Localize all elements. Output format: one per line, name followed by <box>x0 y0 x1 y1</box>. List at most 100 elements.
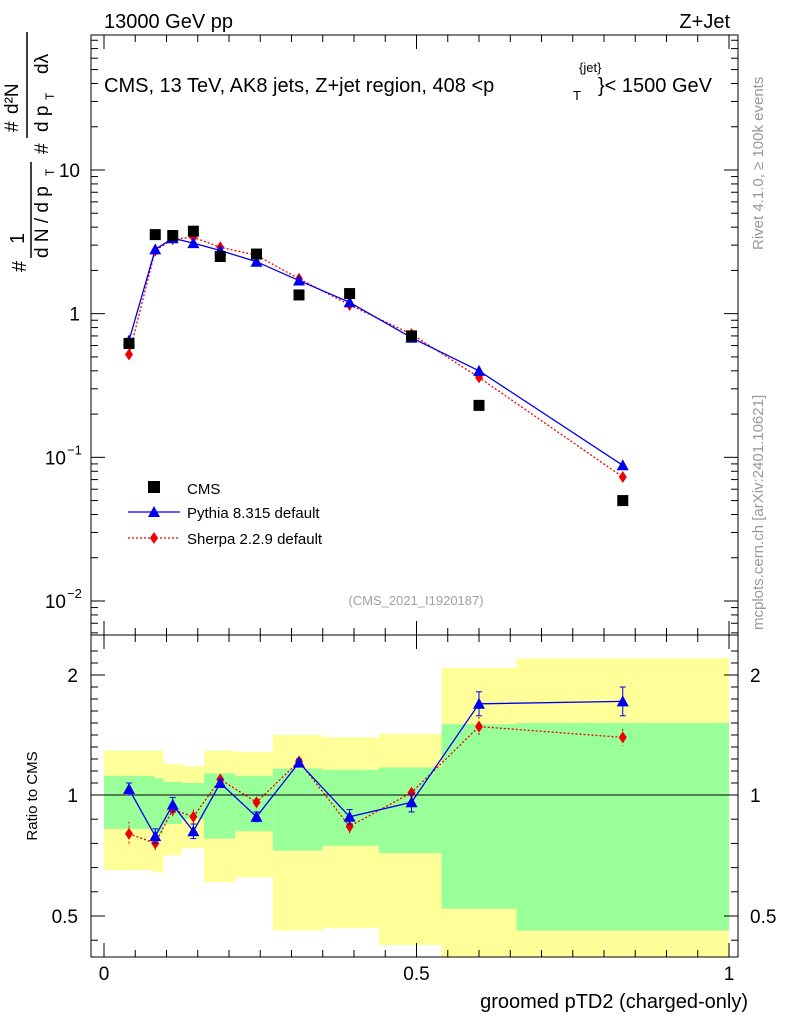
pythia-point <box>293 274 305 286</box>
ratio-sherpa-point <box>125 827 133 840</box>
ratio-pythia-point <box>405 796 418 808</box>
ylabel-dn: d N / d p <box>32 186 53 258</box>
ratio-frame <box>90 634 739 958</box>
ratio-pythia-point <box>123 783 135 794</box>
main-axis-ticks <box>91 35 738 635</box>
ratio-y-axis-label: Ratio to CMS <box>24 751 41 840</box>
ratio-pythia-point <box>343 810 356 822</box>
pythia-point <box>149 243 162 255</box>
cms-point <box>617 495 629 507</box>
side-site-label: mcplots.cern.ch [arXiv:2401.10621] <box>750 395 767 630</box>
ratio-sherpa-point <box>189 810 198 823</box>
sherpa-line <box>128 236 624 478</box>
ratio-ytick-label-right-2: 2 <box>750 666 761 687</box>
cms-point <box>214 250 226 262</box>
pythia-point <box>616 459 629 471</box>
legend: CMS Pythia 8.315 default Sherpa 2.2.9 de… <box>128 481 323 548</box>
analysis-watermark: (CMS_2021_I1920187) <box>348 593 483 608</box>
ratio-sherpa-point <box>407 786 416 799</box>
header-right: Z+Jet <box>679 11 730 33</box>
ratio-series <box>123 686 629 851</box>
ratio-sherpa-point <box>475 720 483 733</box>
band-stat-6 <box>272 768 323 851</box>
cms-point <box>149 229 161 241</box>
cms-point <box>344 288 356 300</box>
main-series <box>123 225 629 507</box>
legend-pythia-marker <box>148 506 160 517</box>
legend-cms-label: CMS <box>187 481 220 498</box>
ratio-sherpa-point <box>252 796 261 809</box>
ylabel-one: 1 <box>7 233 29 244</box>
ratio-pythia-point <box>214 777 227 788</box>
main-ytick-label-1: 10 <box>45 448 66 469</box>
ratio-uncertainty-bands <box>104 658 729 957</box>
main-ytick-exp-1: −1 <box>67 442 82 457</box>
ratio-ytick-label-1: 1 <box>67 786 78 807</box>
description-tail: }< 1500 GeV <box>598 75 713 97</box>
ylabel-d2n: d²N <box>2 83 23 114</box>
ratio-pythia-point <box>166 798 179 810</box>
ratio-ytick-label-right-1: 1 <box>750 786 761 807</box>
main-y-axis-label: # 1 d N / d p T # # d²N d p T dλ <box>2 32 57 272</box>
legend-pythia-label: Pythia 8.315 default <box>187 505 320 522</box>
ratio-pythia-point <box>149 830 162 842</box>
main-ytick-exp-0: −2 <box>67 586 82 601</box>
band-stat-7 <box>322 769 379 846</box>
side-rivet-label: Rivet 4.1.0, ≥ 100k events <box>750 77 767 250</box>
ylabel-dpt: d p <box>32 106 53 132</box>
main-ytick-label-0: 10 <box>45 592 66 613</box>
x-axis-label: groomed pTD2 (charged-only) <box>480 991 748 1013</box>
cms-point <box>406 330 417 342</box>
ratio-xtick-label-0: 0 <box>99 964 110 985</box>
description-sup: {jet} <box>579 60 602 75</box>
cms-point <box>123 337 135 349</box>
ratio-y-tick-labels: 0.5 0.5 1 1 2 2 <box>52 666 777 928</box>
ratio-ytick-label-0: 0.5 <box>52 907 78 928</box>
cms-point <box>187 225 199 237</box>
ylabel-hash3: # <box>2 121 23 132</box>
header-left: 13000 GeV pp <box>104 11 233 33</box>
band-stat-8 <box>379 767 442 854</box>
main-ytick-label-3: 10 <box>59 161 80 182</box>
main-ytick-label-2: 1 <box>69 305 80 326</box>
band-stat-1 <box>154 778 164 834</box>
pythia-point <box>250 255 263 267</box>
pythia-point <box>473 364 485 376</box>
legend-sherpa-marker <box>150 532 158 544</box>
legend-cms-marker <box>148 481 160 493</box>
cms-point <box>473 399 485 411</box>
description-sub: T <box>573 88 581 103</box>
ratio-sherpa-point <box>345 820 354 833</box>
sherpa-point <box>125 348 133 361</box>
ratio-sherpa-point <box>618 731 627 744</box>
band-stat-10 <box>516 723 729 931</box>
ratio-pythia-point <box>616 695 629 707</box>
cms-point <box>251 248 262 260</box>
legend-sherpa-label: Sherpa 2.2.9 default <box>187 531 323 548</box>
ratio-pythia-point <box>473 697 485 709</box>
pythia-line <box>128 237 624 466</box>
ratio-x-tick-labels: 0 0.5 1 <box>99 964 735 985</box>
ratio-xtick-label-1: 0.5 <box>403 964 429 985</box>
ylabel-hash2: # <box>32 143 53 154</box>
ratio-ytick-label-right-0: 0.5 <box>750 907 776 928</box>
cms-point <box>293 289 305 301</box>
description-main: CMS, 13 TeV, AK8 jets, Z+jet region, 408… <box>104 75 494 97</box>
plot-description: CMS, 13 TeV, AK8 jets, Z+jet region, 408… <box>104 60 713 103</box>
ratio-pythia-point <box>187 825 200 837</box>
pythia-point <box>343 296 356 308</box>
pythia-point <box>187 237 200 249</box>
ratio-xtick-label-2: 1 <box>724 964 735 985</box>
cms-point <box>167 230 179 242</box>
sherpa-point <box>618 470 627 483</box>
ylabel-hash1: # <box>9 260 31 272</box>
ylabel-dlambda: dλ <box>32 53 53 74</box>
ratio-pythia-point <box>293 756 305 768</box>
band-stat-9 <box>441 724 517 909</box>
ratio-ytick-label-2: 2 <box>67 666 78 687</box>
ylabel-dpt-sub: T <box>43 92 57 100</box>
ylabel-dn-sub: T <box>43 168 57 176</box>
ratio-pythia-point <box>250 810 263 822</box>
